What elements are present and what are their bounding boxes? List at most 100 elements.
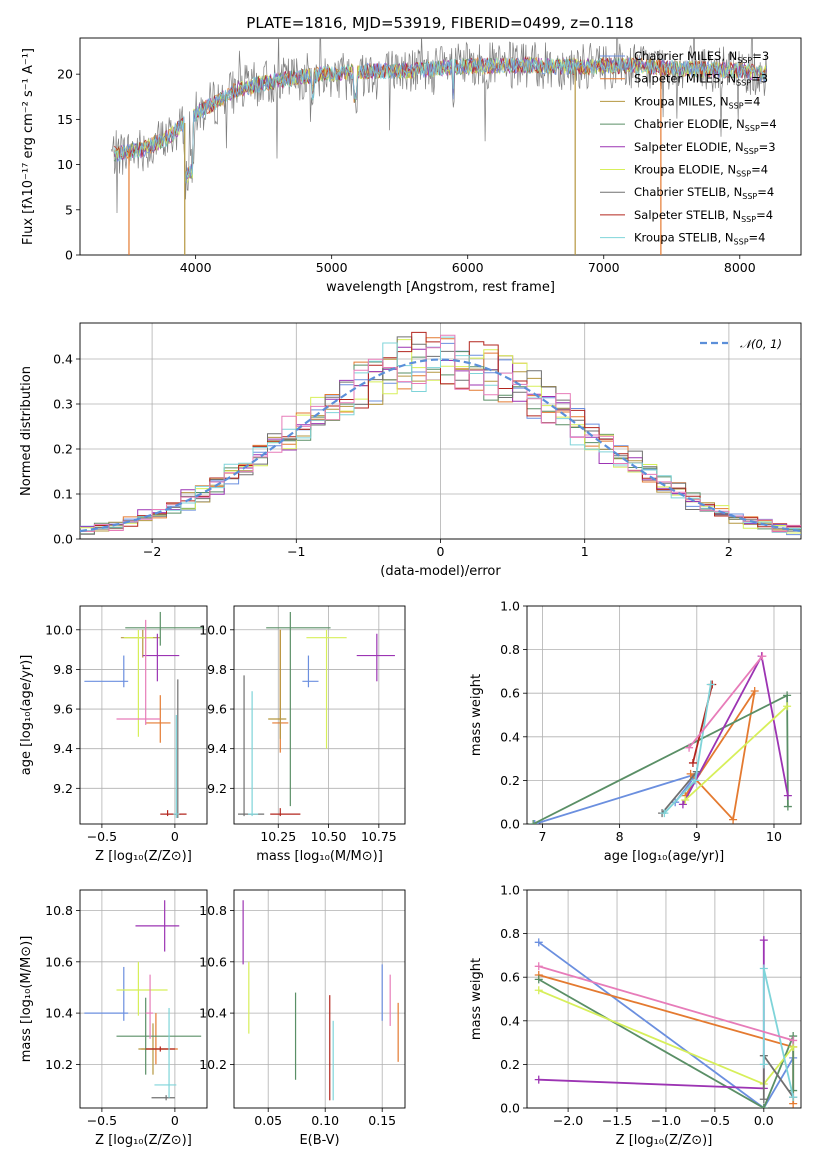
age_vs_Z-errorbars [84, 611, 205, 819]
legend-value: =4 [757, 185, 774, 199]
figure-title: PLATE=1816, MJD=53919, FIBERID=0499, z=0… [246, 14, 633, 32]
weight_vs_Z-axes: −2.0 −1.5 −1.0 −0.5 0.0 0.0 0.2 0.4 0.6 0.8 1.0 Z [… [469, 883, 802, 1148]
x-tick-label: 5000 [316, 260, 348, 275]
errorbar-point [142, 633, 180, 682]
x-axis-label: Z [log₁₀(Z/Z⊙)] [616, 1133, 713, 1148]
y-tick-label: 0.3 [53, 397, 73, 412]
x-axis-label: Z [log₁₀(Z/Z⊙)] [95, 849, 192, 864]
weight-marker [678, 800, 687, 809]
weight-marker [686, 769, 695, 778]
y-tick-label: 0.0 [53, 532, 73, 547]
weight-marker [783, 791, 792, 800]
weight-marker [706, 680, 715, 689]
weight-marker [759, 1095, 768, 1104]
x-axis-label: E(B-V) [299, 1133, 339, 1148]
weight-marker [789, 1093, 798, 1102]
x-tick-label: 10.25 [260, 829, 296, 844]
legend-subscript: SSP [734, 238, 749, 247]
y-tick-label: 9.8 [53, 662, 73, 677]
weight-series-line [684, 705, 788, 801]
weight-marker [789, 1036, 798, 1045]
y-tick-label: 0.0 [500, 1101, 520, 1116]
x-tick-label: 7 [538, 829, 546, 844]
weight-marker [759, 936, 768, 945]
errorbar-point [84, 966, 129, 1021]
weight-marker [691, 776, 700, 785]
errorbar-point [248, 691, 259, 817]
weight-marker [685, 743, 694, 752]
y-tick-label: 0.4 [500, 1013, 520, 1028]
weight-series-line [688, 655, 764, 749]
age_vs_mass-axes: 10.25 10.50 10.75 9.2 9.4 9.6 9.8 10.0 mass [log… [199, 605, 406, 864]
legend-label: Chabrier STELIB, NSSP=4 [634, 185, 774, 201]
y-tick-label: 10.2 [45, 1057, 73, 1072]
weight-marker [534, 1075, 543, 1084]
weight-series-line [538, 965, 794, 1042]
legend-label: Chabrier MILES, NSSP=3 [634, 49, 769, 65]
y-axis-label: Flux [fλ10⁻¹⁷ erg cm⁻² s⁻¹ A⁻¹] [21, 48, 36, 245]
weight_vs_age-lines [529, 652, 792, 824]
weight-marker [688, 758, 697, 767]
legend-label: 𝒩(0, 1) [740, 337, 782, 351]
x-axis-label: wavelength [Angstrom, rest frame] [326, 280, 555, 295]
weight-series-line [538, 941, 794, 1108]
weight_vs_Z-lines [534, 936, 798, 1108]
errorbar-point [270, 808, 301, 817]
x-tick-label: 9 [693, 829, 701, 844]
y-tick-label: 0.8 [500, 926, 520, 941]
histogram-series-step [80, 334, 801, 533]
errorbar-point [266, 611, 331, 807]
age_vs_Z-axes: −0.5 0 9.2 9.4 9.6 9.8 10.0 Z [log₁₀(Z/Z⊙)] age … [19, 605, 208, 864]
errorbar-point [135, 900, 180, 952]
y-tick-label: 0.2 [500, 773, 520, 788]
age_vs_mass-errorbars [238, 611, 395, 817]
y-tick-label: 10.6 [45, 954, 73, 969]
x-tick-label: −0.5 [87, 829, 117, 844]
y-tick-label: 0.2 [500, 1057, 520, 1072]
weight-marker [783, 702, 792, 711]
histogram-series-step [80, 336, 801, 533]
weight-marker [759, 1104, 768, 1108]
axes-frame [233, 605, 406, 825]
legend-subscript: SSP [736, 170, 751, 179]
weight-marker [534, 938, 543, 947]
legend-subscript: SSP [745, 124, 760, 133]
y-axis-label: Normed distribution [19, 366, 34, 496]
y-tick-label: 0.6 [500, 970, 520, 985]
normal-curve [79, 358, 802, 533]
x-tick-label: 0.10 [311, 1113, 339, 1128]
axes-frame [79, 322, 802, 540]
x-tick-label: −2.0 [553, 1113, 583, 1128]
x-tick-label: 0.05 [254, 1113, 282, 1128]
errorbar-point [84, 655, 129, 688]
legend-label: Salpeter STELIB, NSSP=4 [634, 208, 773, 224]
errorbar-point [306, 629, 347, 749]
errorbar-point [302, 655, 319, 688]
legend-label: Salpeter MILES, NSSP=3 [634, 72, 768, 88]
mass_vs_Z-errorbars [84, 900, 202, 1101]
y-tick-label: 0.6 [500, 686, 520, 701]
x-tick-label: 7000 [588, 260, 620, 275]
x-tick-label: 1 [581, 544, 589, 559]
weight-series-line [661, 771, 698, 814]
weight-series-line [684, 690, 756, 822]
y-axis-label: mass weight [469, 674, 484, 756]
y-tick-label: 1.0 [500, 883, 520, 898]
legend-value: =3 [752, 49, 769, 63]
y-tick-label: 10.0 [199, 622, 227, 637]
axes-frame [526, 605, 802, 825]
y-axis-label: mass [log₁₀(M/M⊙)] [19, 936, 34, 1063]
y-tick-label: 0.4 [500, 729, 520, 744]
weight-marker [529, 820, 538, 824]
histogram-steps [80, 331, 801, 536]
x-axis-label: age [log₁₀(age/yr)] [604, 849, 725, 864]
x-axis-label: (data-model)/error [380, 564, 501, 579]
spectrum-axes: 4000 5000 6000 7000 8000 0 5 10 15 20 wavelength [… [21, 37, 802, 295]
axes-frame [79, 889, 208, 1109]
legend-value: =4 [751, 163, 768, 177]
mass_vs_Z-axes: −0.5 0 10.2 10.4 10.6 10.8 Z [log₁₀(Z/Z⊙)] mass… [19, 889, 208, 1148]
residuals-axes: −2 −1 0 1 2 0.0 0.1 0.2 0.3 0.4 (data-model)/error… [19, 322, 802, 579]
legend-value: =3 [751, 72, 768, 86]
errorbar-point [151, 1095, 175, 1101]
y-tick-label: 0.0 [500, 817, 520, 832]
